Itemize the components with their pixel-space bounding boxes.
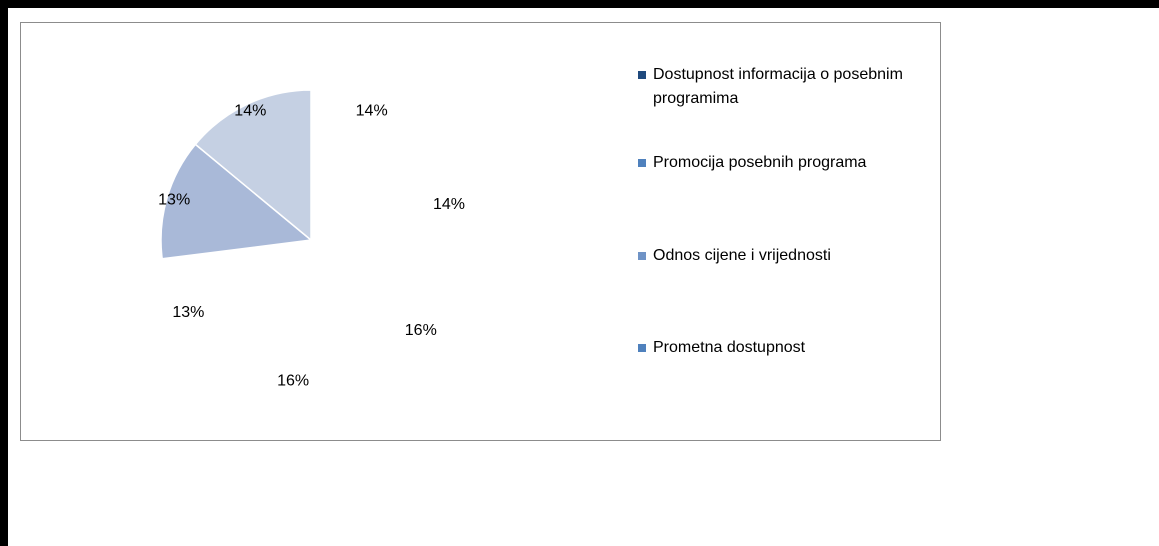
pie-slice — [310, 89, 428, 242]
frame-left — [0, 0, 8, 546]
legend-label: Promocija posebnih programa — [653, 154, 867, 171]
data-label: 14% — [234, 102, 266, 119]
legend-label: Dostupnost informacija o posebnim program… — [653, 66, 903, 107]
legend: Dostupnost informacija o posebnim program… — [638, 66, 903, 356]
legend-marker — [638, 159, 646, 167]
pie-slice — [161, 239, 313, 363]
data-label: 13% — [172, 304, 204, 321]
legend-marker — [638, 344, 646, 352]
legend-marker — [638, 252, 646, 260]
pie-slice — [160, 143, 313, 260]
legend-label: Odnos cijene i vrijednosti — [653, 247, 831, 264]
data-label: 13% — [158, 191, 190, 208]
data-label: 14% — [356, 102, 388, 119]
pie-slice — [309, 143, 462, 269]
pie-slice — [221, 238, 368, 391]
legend-label: Prometna dostupnost — [653, 339, 806, 356]
legend-marker — [638, 71, 646, 79]
data-label: 16% — [277, 373, 309, 390]
pie-slice — [194, 89, 312, 242]
chart-area — [20, 22, 941, 441]
data-label: 14% — [433, 196, 465, 213]
data-label: 16% — [405, 322, 437, 339]
pie-slice — [309, 239, 460, 381]
pie: 14% 14% 16% 16% 13% 13% 14% — [158, 89, 465, 391]
frame-top — [0, 0, 1159, 8]
